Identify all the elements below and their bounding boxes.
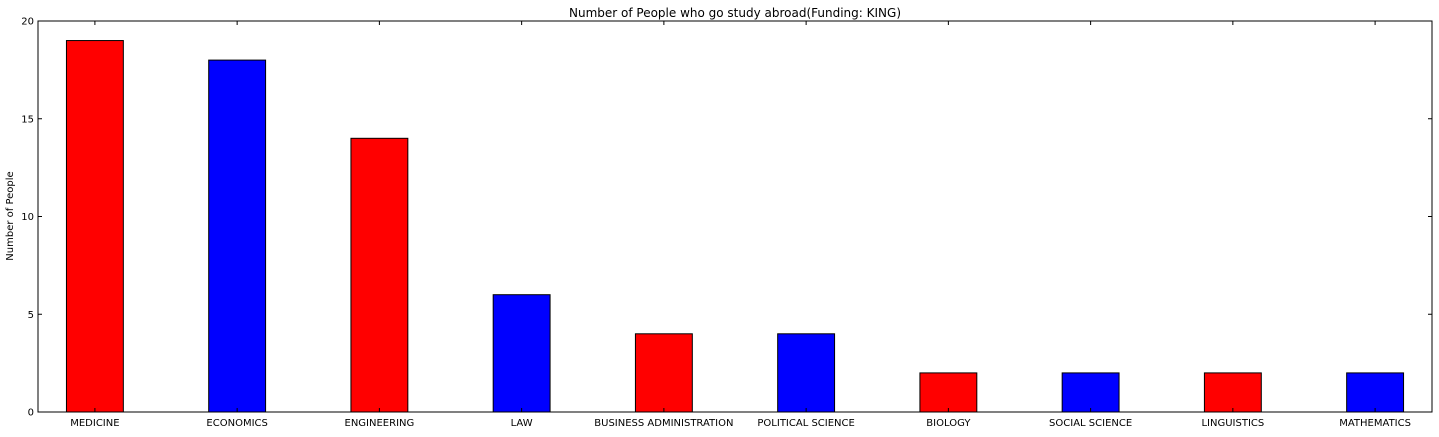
- x-tick-label: MATHEMATICS: [1339, 418, 1411, 429]
- y-axis-label: Number of People: [5, 171, 16, 260]
- tick-labels-layer: MEDICINE ECONOMICS ENGINEERING LAW BUSINESS …: [21, 17, 1411, 430]
- x-tick-label: POLITICAL SCIENCE: [757, 418, 854, 429]
- bar: [65, 40, 124, 413]
- y-tick-label: 0: [28, 408, 34, 419]
- y-tick-label: 10: [21, 212, 34, 223]
- chart-title: Number of People who go study abroad(Fun…: [569, 6, 901, 20]
- x-tick-label: ECONOMICS: [206, 418, 267, 429]
- bar: [350, 137, 409, 413]
- x-tick-label: BUSINESS ADMINISTRATION: [594, 418, 733, 429]
- x-tick-label: SOCIAL SCIENCE: [1049, 418, 1132, 429]
- bar: [492, 294, 551, 413]
- y-tick-label: 15: [21, 114, 34, 125]
- x-tick-label: LAW: [511, 418, 533, 429]
- x-tick-label: LINGUISTICS: [1201, 418, 1264, 429]
- bar: [777, 333, 836, 413]
- y-tick-label: 20: [21, 17, 34, 28]
- bar: [919, 372, 978, 413]
- x-tick-label: ENGINEERING: [345, 418, 415, 429]
- x-tick-label: BIOLOGY: [926, 418, 971, 429]
- bar: [1346, 372, 1405, 413]
- bar: [208, 59, 267, 413]
- plot-frame: [37, 20, 1433, 413]
- bar: [1061, 372, 1120, 413]
- bars-layer: [65, 40, 1405, 413]
- x-tick-label: MEDICINE: [70, 418, 119, 429]
- y-tick-label: 5: [28, 310, 34, 321]
- bar: [1203, 372, 1262, 413]
- bar: [634, 333, 693, 413]
